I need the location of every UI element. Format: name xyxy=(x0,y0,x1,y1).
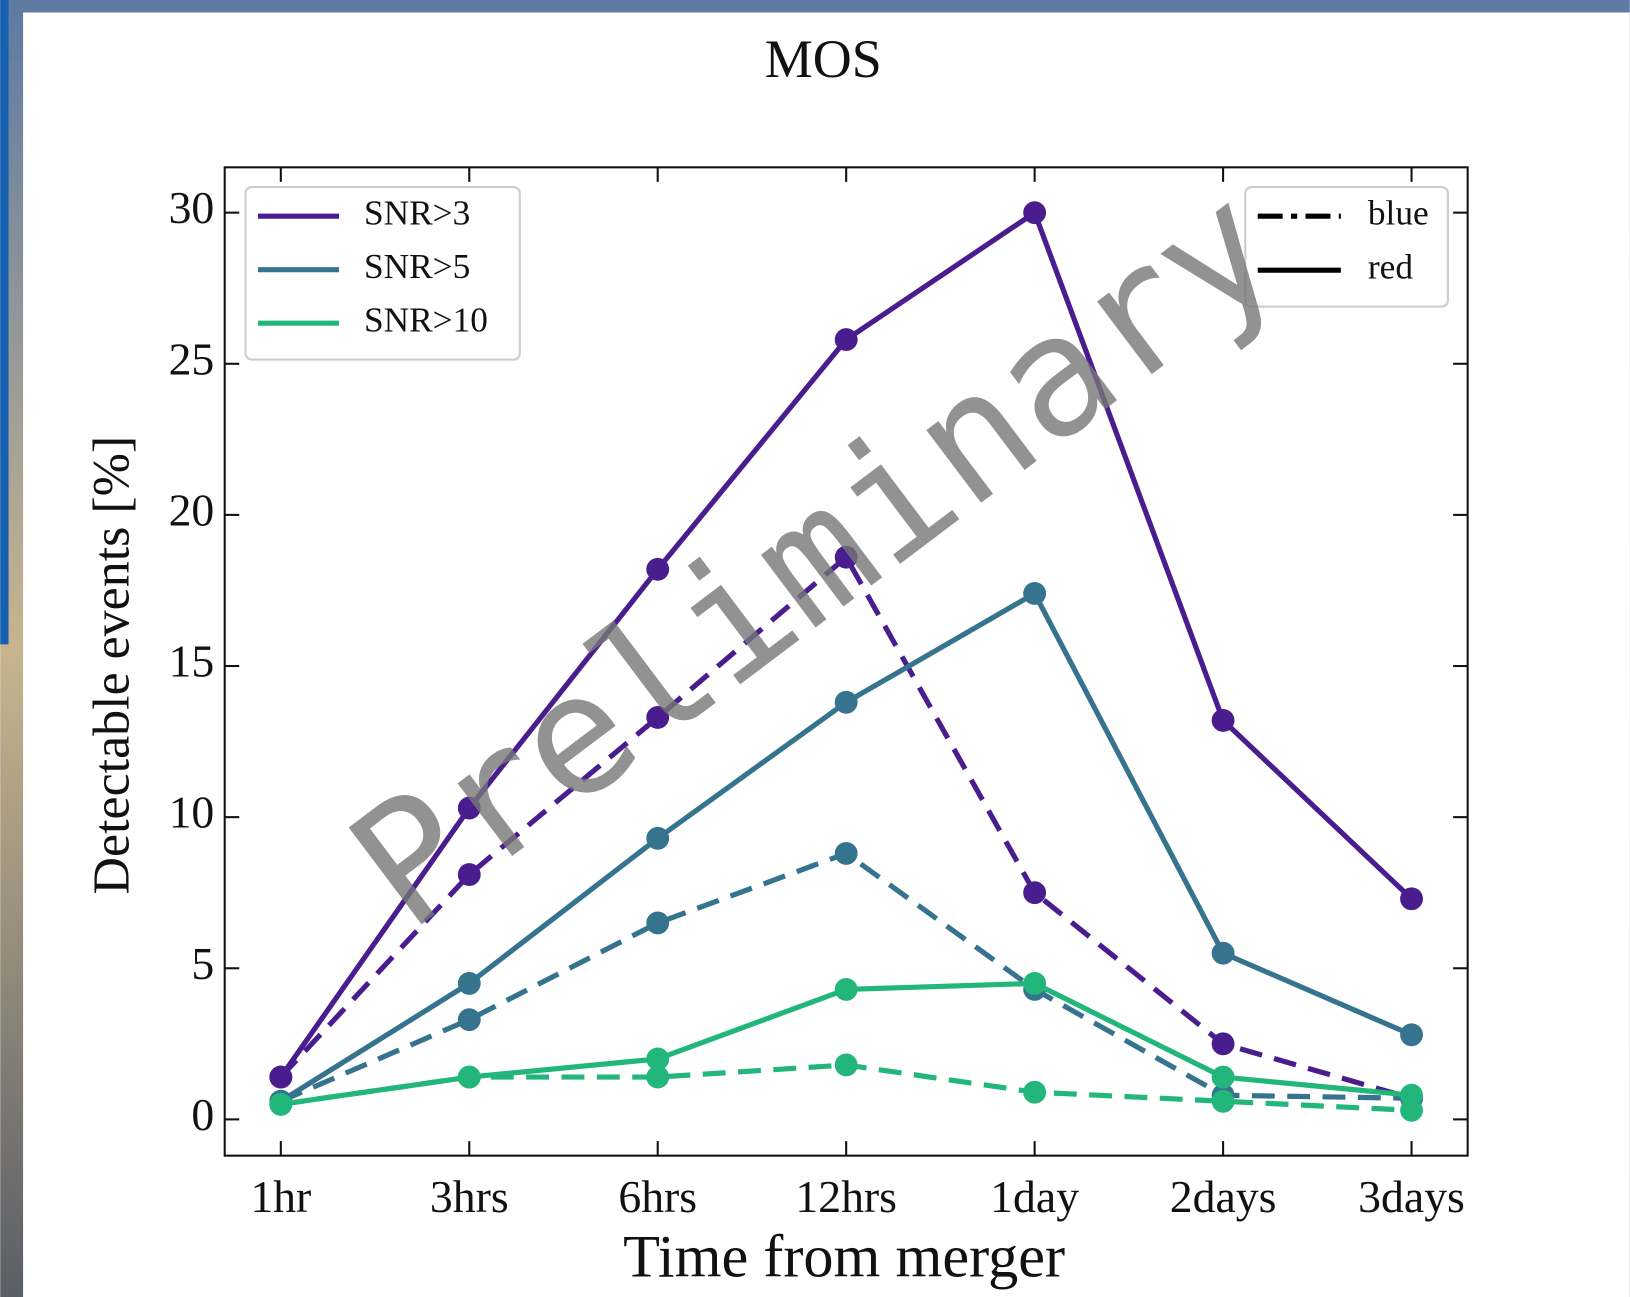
point xyxy=(457,971,481,995)
x-tick-label: 1hr xyxy=(250,1171,311,1222)
point xyxy=(834,545,858,569)
point xyxy=(834,690,858,714)
y-tick-label: 10 xyxy=(169,787,215,838)
x-tick-label: 12hrs xyxy=(795,1171,897,1222)
x-tick-label: 1day xyxy=(990,1171,1079,1222)
y-tick-label: 20 xyxy=(169,484,215,535)
chart-title: MOS xyxy=(765,29,882,89)
point xyxy=(1023,582,1047,605)
point xyxy=(646,1047,670,1071)
point xyxy=(1023,201,1047,225)
legend-label: SNR>3 xyxy=(364,193,470,232)
point xyxy=(1211,1089,1235,1113)
point xyxy=(1400,887,1423,911)
edge-bar xyxy=(0,0,9,645)
x-axis-label: Time from merger xyxy=(623,1224,1065,1291)
point xyxy=(269,1065,293,1089)
point xyxy=(1023,1080,1047,1104)
point xyxy=(1023,971,1047,995)
legend xyxy=(244,186,521,361)
y-tick-label: 5 xyxy=(191,938,214,989)
point xyxy=(1023,881,1047,905)
point xyxy=(1400,1083,1423,1107)
point xyxy=(646,705,670,729)
y-axis-label: Detectable events [%] xyxy=(84,436,141,895)
point xyxy=(834,841,858,865)
point xyxy=(646,911,670,935)
point xyxy=(457,796,481,820)
point xyxy=(834,1053,858,1077)
y-tick-label: 0 xyxy=(191,1089,214,1140)
legend-label: SNR>5 xyxy=(364,247,470,286)
x-tick-label: 3days xyxy=(1358,1171,1465,1222)
point xyxy=(646,1065,670,1089)
legend-label: SNR>10 xyxy=(364,300,488,339)
x-tick-label: 6hrs xyxy=(618,1171,697,1222)
point xyxy=(646,557,670,581)
x-tick-label: 2days xyxy=(1170,1171,1277,1222)
point xyxy=(1400,1023,1423,1047)
y-tick-label: 30 xyxy=(169,182,215,233)
point xyxy=(457,1065,481,1089)
point xyxy=(457,863,481,887)
point xyxy=(834,328,858,352)
point xyxy=(646,826,670,850)
y-tick-label: 15 xyxy=(169,636,215,687)
y-tick-label: 25 xyxy=(169,333,215,384)
point xyxy=(834,977,858,1001)
style-label: blue xyxy=(1368,193,1429,232)
x-tick-label: 3hrs xyxy=(430,1171,509,1222)
point xyxy=(1211,708,1235,732)
point xyxy=(1211,1065,1235,1089)
point xyxy=(1211,941,1235,965)
point xyxy=(1211,1032,1235,1056)
point xyxy=(269,1092,293,1116)
style-label: red xyxy=(1368,247,1413,286)
point xyxy=(457,1008,481,1032)
